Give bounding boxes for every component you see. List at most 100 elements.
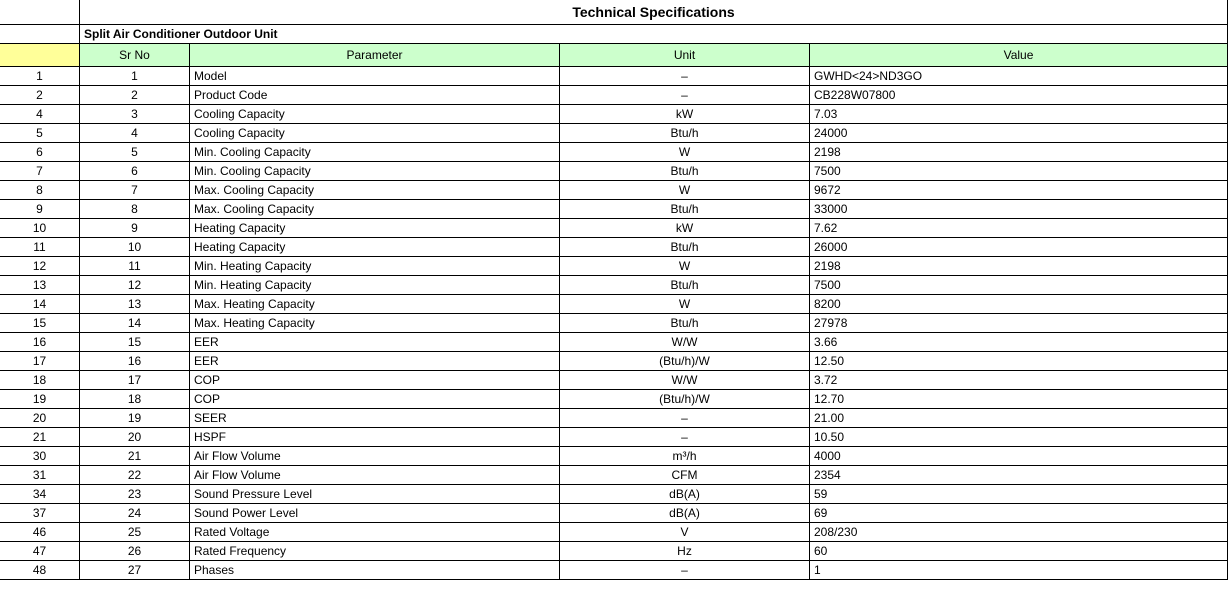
cell-param: Heating Capacity [190,238,560,256]
cell-value: 21.00 [810,409,1228,427]
cell-unit: kW [560,105,810,123]
table-row: 1716EER(Btu/h)/W12.50 [0,352,1228,371]
cell-param: Model [190,67,560,85]
table-row: 54Cooling CapacityBtu/h24000 [0,124,1228,143]
cell-sr: 6 [80,162,190,180]
cell-param: Max. Heating Capacity [190,314,560,332]
cell-value: 7500 [810,276,1228,294]
rownum: 5 [0,124,80,142]
rownum: 15 [0,314,80,332]
rownum: 8 [0,181,80,199]
table-row: 1413Max. Heating CapacityW8200 [0,295,1228,314]
header-corner [0,44,80,66]
cell-sr: 7 [80,181,190,199]
cell-param: EER [190,352,560,370]
cell-param: Air Flow Volume [190,466,560,484]
rownum: 14 [0,295,80,313]
rows-container: 11Model–GWHD<24>ND3GO22Product Code–CB22… [0,67,1228,580]
cell-value: 2198 [810,257,1228,275]
rownum: 16 [0,333,80,351]
cell-sr: 15 [80,333,190,351]
rownum: 20 [0,409,80,427]
rownum: 21 [0,428,80,446]
cell-param: Sound Pressure Level [190,485,560,503]
cell-unit: Btu/h [560,238,810,256]
cell-value: 12.70 [810,390,1228,408]
cell-param: Max. Cooling Capacity [190,181,560,199]
cell-unit: (Btu/h)/W [560,352,810,370]
rownum: 30 [0,447,80,465]
cell-sr: 13 [80,295,190,313]
cell-param: Rated Frequency [190,542,560,560]
cell-sr: 2 [80,86,190,104]
cell-sr: 22 [80,466,190,484]
rownum: 4 [0,105,80,123]
cell-sr: 11 [80,257,190,275]
table-row: 4726Rated FrequencyHz60 [0,542,1228,561]
cell-value: 1 [810,561,1228,579]
cell-unit: (Btu/h)/W [560,390,810,408]
cell-unit: m³/h [560,447,810,465]
cell-value: 2198 [810,143,1228,161]
cell-param: Max. Heating Capacity [190,295,560,313]
cell-value: 7.62 [810,219,1228,237]
cell-param: SEER [190,409,560,427]
cell-param: Min. Cooling Capacity [190,162,560,180]
cell-param: Min. Heating Capacity [190,257,560,275]
table-row: 1918COP(Btu/h)/W12.70 [0,390,1228,409]
page-title: Technical Specifications [80,0,1228,24]
subtitle: Split Air Conditioner Outdoor Unit [80,25,1228,43]
cell-unit: – [560,86,810,104]
cell-unit: W/W [560,371,810,389]
table-row: 3021Air Flow Volumem³/h4000 [0,447,1228,466]
cell-unit: dB(A) [560,504,810,522]
cell-sr: 19 [80,409,190,427]
header-param: Parameter [190,44,560,66]
rownum: 18 [0,371,80,389]
cell-value: 2354 [810,466,1228,484]
header-unit: Unit [560,44,810,66]
table-row: 1211Min. Heating CapacityW2198 [0,257,1228,276]
rownum-blank [0,0,80,24]
cell-unit: – [560,409,810,427]
cell-unit: Btu/h [560,314,810,332]
cell-sr: 12 [80,276,190,294]
cell-unit: – [560,67,810,85]
cell-unit: dB(A) [560,485,810,503]
cell-unit: – [560,428,810,446]
cell-param: Min. Cooling Capacity [190,143,560,161]
cell-value: 24000 [810,124,1228,142]
cell-sr: 1 [80,67,190,85]
table-row: 2120HSPF–10.50 [0,428,1228,447]
cell-value: GWHD<24>ND3GO [810,67,1228,85]
cell-param: Max. Cooling Capacity [190,200,560,218]
cell-param: Rated Voltage [190,523,560,541]
cell-value: 59 [810,485,1228,503]
table-row: 1615EERW/W3.66 [0,333,1228,352]
cell-unit: Btu/h [560,276,810,294]
table-row: 3724Sound Power LeveldB(A)69 [0,504,1228,523]
cell-value: CB228W07800 [810,86,1228,104]
table-row: 109Heating CapacitykW7.62 [0,219,1228,238]
table-row: 65Min. Cooling CapacityW2198 [0,143,1228,162]
rownum: 10 [0,219,80,237]
cell-sr: 17 [80,371,190,389]
cell-unit: Btu/h [560,124,810,142]
table-row: 1110Heating CapacityBtu/h26000 [0,238,1228,257]
title-row: Technical Specifications [0,0,1228,25]
cell-value: 4000 [810,447,1228,465]
table-row: 22Product Code–CB228W07800 [0,86,1228,105]
cell-sr: 16 [80,352,190,370]
cell-unit: – [560,561,810,579]
cell-unit: W [560,181,810,199]
table-row: 1817COPW/W3.72 [0,371,1228,390]
cell-sr: 14 [80,314,190,332]
cell-sr: 4 [80,124,190,142]
cell-param: Sound Power Level [190,504,560,522]
cell-sr: 8 [80,200,190,218]
rownum: 19 [0,390,80,408]
cell-param: Product Code [190,86,560,104]
cell-sr: 21 [80,447,190,465]
cell-value: 10.50 [810,428,1228,446]
cell-sr: 18 [80,390,190,408]
